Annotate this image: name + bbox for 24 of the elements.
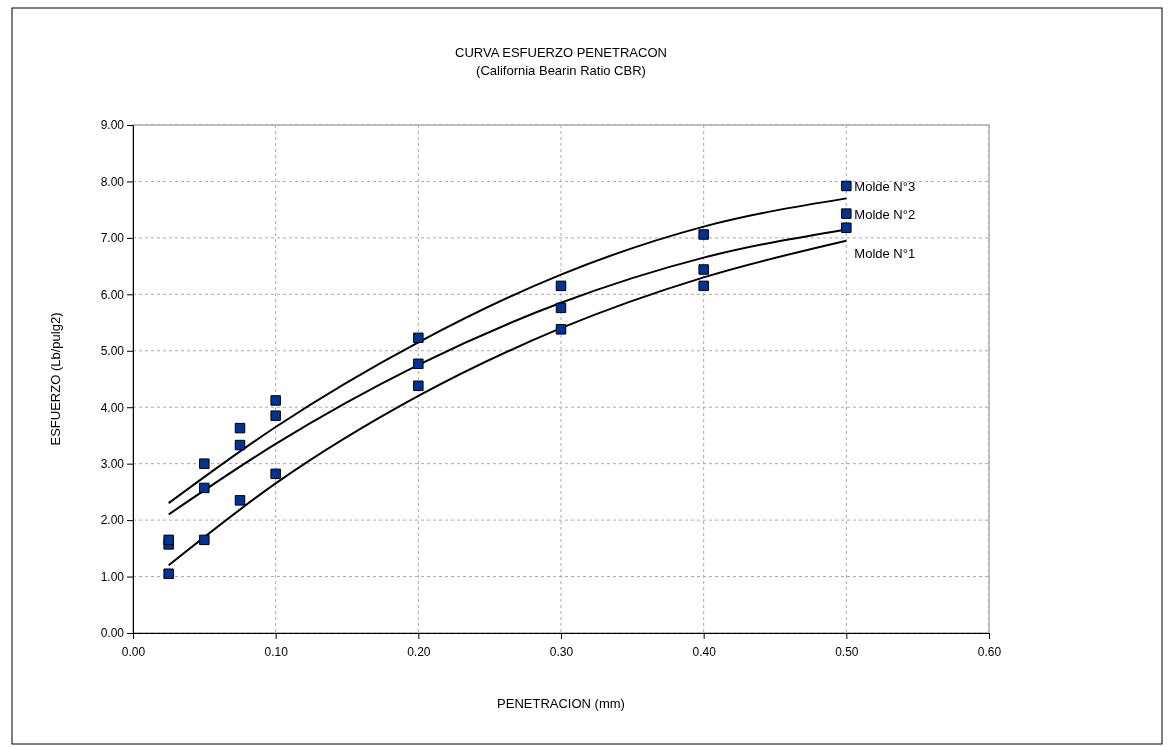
series-label: Molde N°2: [854, 206, 916, 222]
series-label: Molde N°3: [854, 178, 916, 194]
chart-title: CURVA ESFUERZO PENETRACON: [455, 45, 667, 60]
y-tick-label: 2.00: [100, 513, 125, 528]
x-tick-label: 0.60: [977, 645, 1002, 660]
x-tick-label: 0.00: [121, 645, 146, 660]
x-tick-label: 0.20: [407, 645, 431, 660]
y-tick-label: 6.00: [100, 287, 125, 302]
x-tick-label: 0.30: [549, 645, 574, 660]
x-axis-title: PENETRACION (mm): [497, 696, 625, 711]
x-tick-label: 0.40: [692, 645, 717, 660]
y-tick-label: 1.00: [100, 569, 125, 584]
y-tick-label: 5.00: [100, 344, 125, 359]
y-tick-label: 0.00: [100, 626, 125, 641]
y-tick-label: 3.00: [100, 457, 125, 472]
x-tick-label: 0.10: [264, 645, 289, 660]
x-tick-label: 0.50: [835, 645, 859, 660]
chart-subtitle: (California Bearin Ratio CBR): [476, 63, 646, 78]
y-axis-title: ESFUERZO (Lb/pulg2): [48, 312, 63, 446]
y-tick-label: 9.00: [100, 118, 125, 133]
series-label: Molde N°1: [854, 245, 916, 261]
y-tick-label: 7.00: [100, 231, 125, 246]
y-tick-label: 8.00: [100, 174, 125, 189]
y-tick-label: 4.00: [100, 400, 125, 415]
